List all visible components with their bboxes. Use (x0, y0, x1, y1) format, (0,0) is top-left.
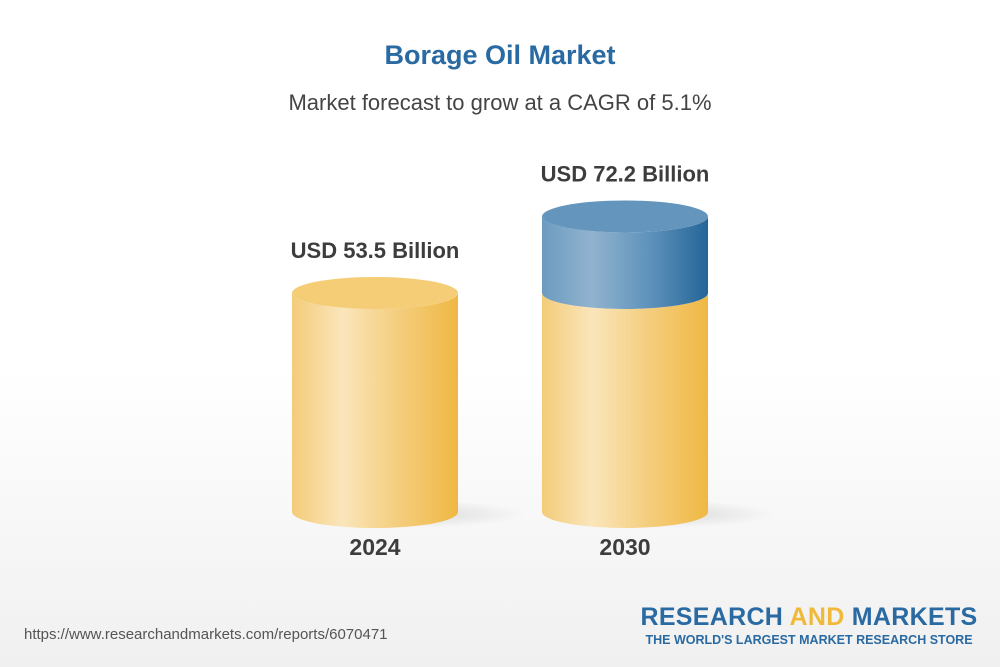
bar-base-2030 (542, 293, 708, 528)
logo-tagline: THE WORLD'S LARGEST MARKET RESEARCH STOR… (645, 633, 973, 647)
source-url[interactable]: https://www.researchandmarkets.com/repor… (24, 626, 388, 643)
bar-top-2024 (292, 277, 458, 309)
logo-text-research: RESEARCH (640, 603, 790, 631)
bar-top-2030 (542, 200, 708, 233)
chart-subtitle: Market forecast to grow at a CAGR of 5.1… (288, 90, 712, 115)
x-tick-label: 2030 (599, 534, 650, 560)
logo-text-and: AND (789, 603, 845, 631)
x-tick-label: 2024 (349, 534, 400, 560)
logo-text-markets: MARKETS (844, 603, 978, 631)
chart-title: Borage Oil Market (384, 40, 616, 70)
data-label: USD 53.5 Billion (291, 238, 460, 263)
research-and-markets-logo: RESEARCH AND MARKETS THE WORLD'S LARGEST… (640, 603, 978, 647)
bar-base-2024 (292, 293, 458, 528)
bar-growth-2030 (542, 216, 708, 309)
data-label: USD 72.2 Billion (541, 161, 710, 186)
